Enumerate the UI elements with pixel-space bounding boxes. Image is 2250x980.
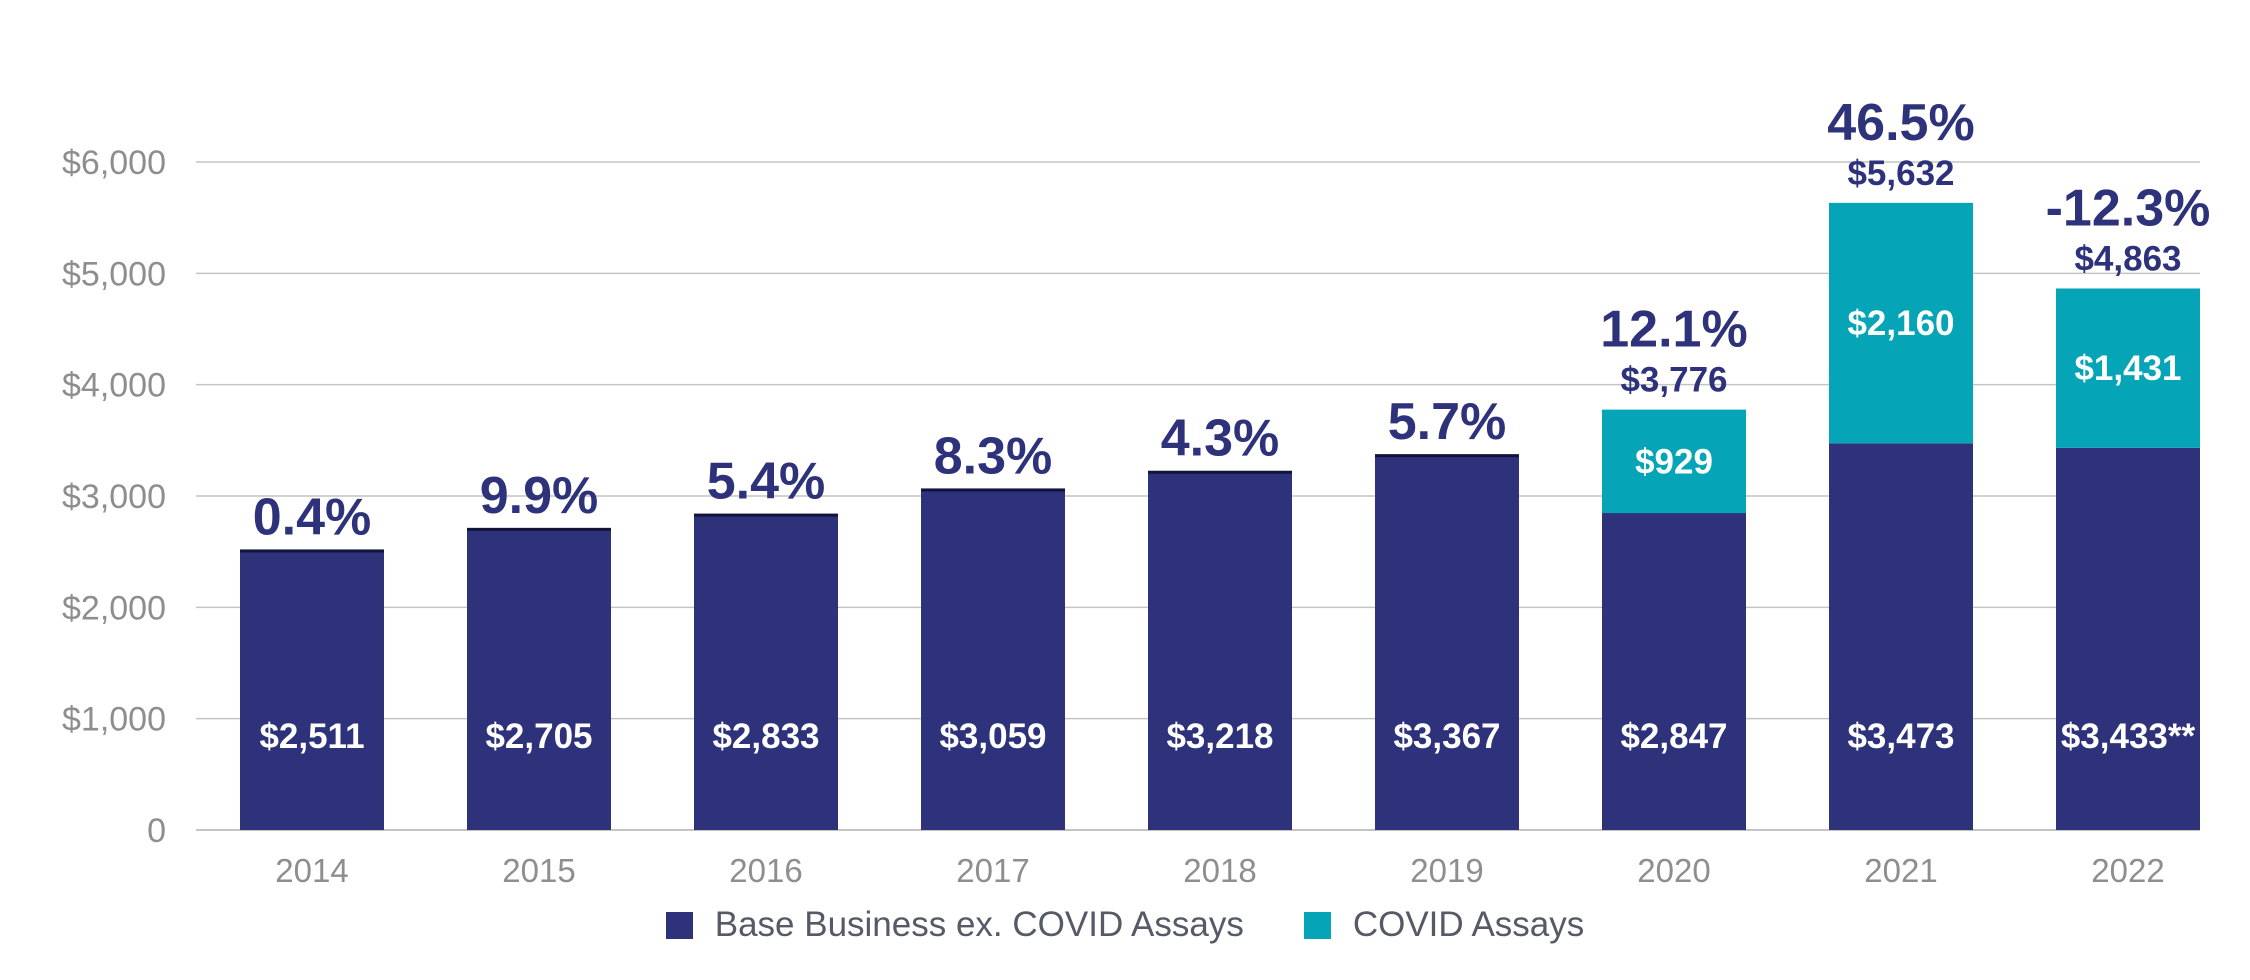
bar-base	[921, 489, 1065, 830]
x-tick-label: 2017	[956, 852, 1029, 889]
growth-label: -12.3%	[2046, 180, 2211, 238]
x-tick-label: 2015	[502, 852, 575, 889]
bar-covid	[2056, 288, 2200, 448]
y-tick-label: $6,000	[62, 144, 166, 182]
y-tick-label: $2,000	[62, 589, 166, 627]
legend: Base Business ex. COVID Assays COVID Ass…	[0, 905, 2250, 945]
bar-base	[467, 528, 611, 830]
bar-base-value-label: $3,473	[1847, 717, 1954, 756]
bar-base	[1602, 513, 1746, 830]
x-tick-label: 2019	[1410, 852, 1483, 889]
growth-label: 12.1%	[1600, 301, 1747, 359]
legend-item-covid: COVID Assays	[1303, 905, 1585, 945]
bar-base-value-label: $3,059	[939, 717, 1046, 756]
bar-base	[1148, 471, 1292, 830]
y-tick-label: 0	[147, 812, 166, 850]
bar-top-edge	[694, 513, 838, 517]
x-axis-ticks: 2014 2015 2016 2017 2018 2019 2020 2021 2022	[275, 852, 2164, 889]
legend-swatch-covid	[1303, 911, 1331, 939]
bar-covid-value-label: $1,431	[2074, 349, 2181, 388]
bar-top-edge	[921, 488, 1065, 492]
bar-base	[1375, 455, 1519, 830]
bar-covid-value-label: $2,160	[1847, 304, 1954, 343]
growth-label: 9.9%	[480, 467, 599, 525]
revenue-bar-chart: 0 $1,000 $2,000 $3,000 $4,000 $5,000 $6,000 $2…	[62, 94, 2211, 889]
bar-top-edge	[240, 549, 384, 553]
legend-swatch-base	[665, 911, 693, 939]
bar-base-value-label: $2,833	[712, 717, 819, 756]
x-tick-label: 2018	[1183, 852, 1256, 889]
bar-base	[2056, 447, 2200, 830]
y-tick-label: $1,000	[62, 701, 166, 739]
bar-covid	[1602, 409, 1746, 514]
x-tick-label: 2014	[275, 852, 348, 889]
growth-label: 5.4%	[707, 453, 826, 511]
bar-base	[694, 514, 838, 830]
bar-base-value-label: $3,367	[1393, 717, 1500, 756]
bar-base	[1829, 443, 1973, 830]
bars	[240, 202, 2200, 830]
bar-top-edge	[1148, 470, 1292, 474]
bar-base-value-label: $2,511	[259, 717, 364, 756]
x-tick-label: 2021	[1864, 852, 1937, 889]
growth-label: 4.3%	[1161, 410, 1280, 468]
legend-item-base: Base Business ex. COVID Assays	[665, 905, 1244, 945]
bar-base-value-label: $3,433**	[2061, 717, 2196, 756]
bar-top-edge	[467, 527, 611, 531]
bar-total-label: $5,632	[1847, 154, 1954, 193]
legend-label-base: Base Business ex. COVID Assays	[714, 905, 1244, 944]
growth-label: 46.5%	[1827, 94, 1974, 152]
x-tick-label: 2020	[1637, 852, 1710, 889]
y-tick-label: $3,000	[62, 478, 166, 516]
bar-covid	[1829, 202, 1973, 444]
bar-base	[240, 550, 384, 830]
growth-label: 0.4%	[253, 488, 372, 546]
bar-covid-value-label: $929	[1635, 442, 1713, 481]
bar-base-value-label: $2,847	[1620, 717, 1727, 756]
x-tick-label: 2016	[729, 852, 802, 889]
y-axis-ticks: 0 $1,000 $2,000 $3,000 $4,000 $5,000 $6,000	[62, 144, 166, 850]
legend-label-covid: COVID Assays	[1352, 905, 1585, 944]
x-tick-label: 2022	[2091, 852, 2164, 889]
bar-base-value-label: $3,218	[1166, 717, 1273, 756]
y-tick-label: $5,000	[62, 255, 166, 293]
data-labels: $2,511 0.4% $2,705 9.9% $2,833 5.4% $3,059 8.3%…	[253, 94, 2211, 756]
growth-label: 8.3%	[934, 427, 1053, 485]
bar-top-edge	[1375, 454, 1519, 458]
growth-label: 5.7%	[1388, 393, 1507, 451]
bar-total-label: $4,863	[2074, 240, 2181, 279]
bar-base-value-label: $2,705	[485, 717, 592, 756]
bar-total-label: $3,776	[1620, 361, 1727, 400]
y-tick-label: $4,000	[62, 367, 166, 405]
